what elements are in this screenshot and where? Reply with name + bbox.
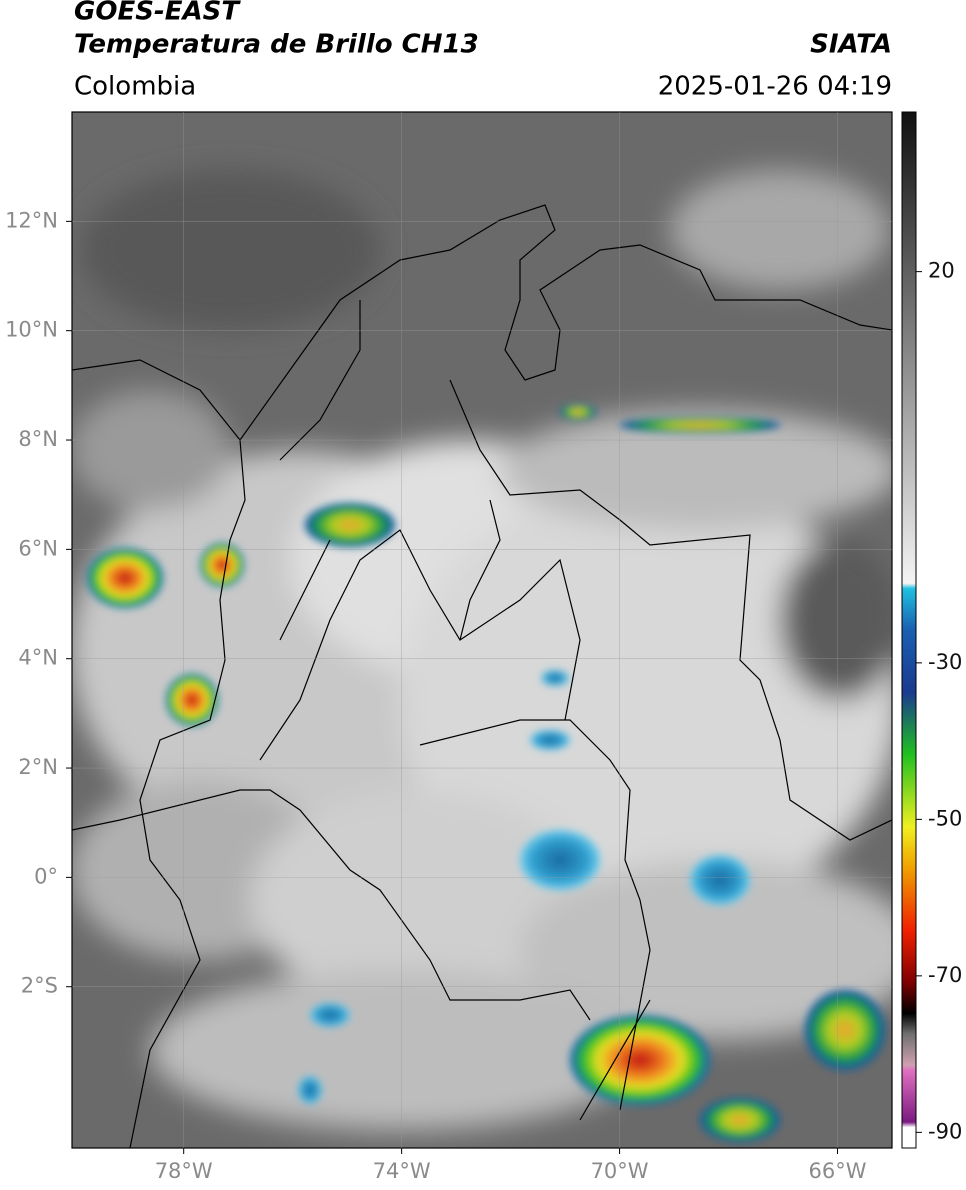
x-tick-label: 70°W	[591, 1159, 649, 1183]
region: Colombia	[74, 72, 196, 102]
colorbar-label: -50	[928, 806, 962, 830]
x-tick-label: 74°W	[373, 1159, 431, 1183]
x-tick-label: 66°W	[809, 1159, 867, 1183]
title: GOES-EAST	[74, 0, 241, 27]
colorbar-label: 20	[928, 259, 955, 283]
y-tick-label: 10°N	[5, 318, 58, 342]
map-frame	[71, 111, 893, 1149]
y-tick-label: 8°N	[18, 427, 58, 451]
colorbar-label: -70	[928, 963, 962, 987]
subtitle: Temperatura de Brillo CH13	[74, 30, 479, 60]
source: SIATA	[810, 30, 892, 60]
colorbar	[901, 111, 917, 1149]
y-tick-label: 0°	[34, 864, 58, 888]
y-tick-label: 2°N	[18, 755, 58, 779]
y-tick-label: 12°N	[5, 208, 58, 232]
colorbar-label: -30	[928, 650, 962, 674]
satellite-image	[72, 112, 892, 1148]
y-tick-label: 2°S	[21, 974, 58, 998]
y-tick-label: 6°N	[18, 536, 58, 560]
datetime: 2025-01-26 04:19	[658, 72, 892, 102]
colorbar-label: -90	[928, 1119, 962, 1143]
x-tick-label: 78°W	[155, 1159, 213, 1183]
y-tick-label: 4°N	[18, 646, 58, 670]
